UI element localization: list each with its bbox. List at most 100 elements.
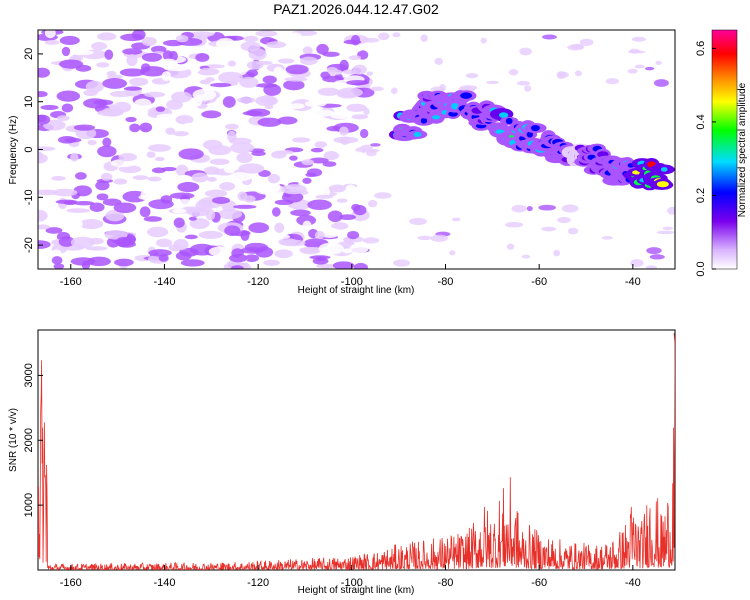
noise-blob — [143, 216, 163, 222]
noise-blob — [51, 175, 66, 181]
noise-blob — [231, 265, 244, 269]
noise-blob — [242, 110, 263, 116]
noise-blob — [70, 219, 83, 229]
noise-blob — [567, 44, 585, 51]
noise-blob — [302, 46, 313, 55]
noise-blob — [273, 66, 284, 77]
noise-blob — [505, 221, 524, 228]
snr-y-tick-label: 3000 — [23, 363, 35, 387]
noise-blob — [524, 85, 532, 92]
noise-blob — [44, 30, 56, 39]
noise-blob — [132, 30, 146, 40]
noise-blob — [322, 161, 337, 167]
noise-blob — [172, 208, 187, 214]
noise-blob — [244, 242, 269, 253]
snr-x-tick-label: -140 — [153, 577, 175, 589]
spectrogram-y-ticks: -20 -10 0 10 20 — [23, 48, 43, 253]
snr-y-tick-label: 1000 — [23, 493, 35, 517]
noise-blob — [45, 227, 63, 234]
noise-blob — [97, 109, 124, 117]
noise-blob — [55, 199, 78, 204]
spectrogram-x-tick-label: -140 — [153, 276, 175, 288]
noise-blob — [100, 172, 113, 181]
noise-blob — [304, 35, 315, 44]
noise-blob — [229, 253, 248, 263]
noise-blob — [188, 31, 215, 38]
noise-blob — [95, 180, 110, 191]
noise-blob — [367, 199, 378, 208]
noise-blob — [139, 206, 151, 218]
noise-blob — [362, 237, 380, 244]
spectrogram-x-tick-label: -40 — [625, 276, 641, 288]
noise-blob — [181, 122, 198, 134]
noise-blob — [150, 45, 167, 54]
noise-blob — [217, 208, 242, 220]
noise-blob — [377, 32, 390, 41]
noise-blob — [337, 87, 363, 98]
noise-blob — [91, 42, 108, 51]
colorbar-tick-label: 0.2 — [695, 188, 707, 203]
noise-blob — [329, 111, 353, 120]
spectrogram-y-tick-label: 0 — [23, 146, 35, 152]
noise-blob — [271, 207, 281, 217]
noise-blob — [97, 32, 117, 41]
noise-blob — [147, 226, 169, 238]
noise-blob — [390, 87, 398, 95]
snr-x-tick-label: -100 — [341, 577, 363, 589]
noise-blob — [151, 167, 166, 174]
noise-blob — [158, 254, 169, 262]
noise-blob — [105, 209, 125, 222]
noise-blob — [662, 226, 674, 231]
noise-blob — [480, 37, 487, 44]
noise-blob — [420, 34, 428, 42]
noise-blob — [634, 64, 645, 69]
noise-blob — [129, 77, 149, 87]
noise-blob — [83, 98, 108, 109]
noise-blob — [392, 32, 401, 38]
noise-blob — [260, 94, 276, 104]
noise-blob — [174, 199, 196, 205]
noise-blob — [61, 46, 71, 57]
noise-blob — [133, 98, 152, 111]
noise-blob — [209, 82, 232, 88]
spectrogram-x-ticks: -160 -140 -120 -100 -80 -60 -40 — [60, 264, 641, 288]
noise-blob — [75, 172, 87, 180]
noise-blob — [538, 204, 556, 211]
noise-blob — [271, 150, 287, 159]
noise-blob — [73, 201, 95, 206]
noise-blob — [255, 185, 277, 195]
noise-blob — [78, 218, 104, 230]
noise-blob — [208, 246, 230, 257]
snr-y-axis-label: SNR (10 * v/v) — [8, 408, 19, 472]
noise-blob — [285, 64, 309, 75]
noise-blob — [38, 146, 56, 152]
noise-blob — [519, 47, 532, 56]
noise-blob — [239, 76, 259, 88]
snr-x-tick-label: -160 — [60, 577, 82, 589]
noise-blob — [511, 204, 527, 213]
noise-blob — [331, 222, 349, 230]
noise-blob — [118, 153, 137, 162]
noise-blob — [449, 250, 456, 256]
noise-blob — [317, 87, 340, 96]
noise-blob — [393, 259, 411, 267]
spectrogram-x-axis-label: Height of straight line (km) — [298, 285, 415, 296]
noise-blob — [451, 217, 461, 222]
noise-blob — [189, 243, 215, 256]
spectrogram-y-tick-label: -10 — [23, 189, 35, 205]
noise-blob — [516, 80, 531, 86]
noise-blob — [113, 178, 128, 185]
noise-blob — [155, 106, 166, 112]
noise-blob — [251, 151, 266, 157]
colorbar-label: Normalized spectral amplitude — [737, 82, 748, 217]
noise-blob — [102, 137, 112, 148]
noise-blob — [304, 100, 327, 108]
noise-blob — [255, 30, 278, 37]
noise-blob — [219, 182, 236, 191]
noise-blob — [277, 234, 291, 239]
noise-blob — [339, 126, 349, 136]
noise-blob — [223, 165, 238, 174]
noise-blob — [188, 216, 197, 221]
noise-blob — [318, 242, 344, 255]
